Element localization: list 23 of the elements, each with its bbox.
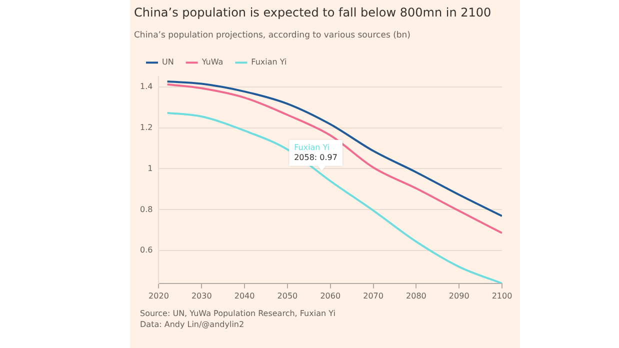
y-tick-label: 0.8 (140, 204, 153, 214)
x-tick-label: 2050 (277, 291, 298, 300)
x-tick-label: 2060 (320, 291, 341, 300)
y-tick-label: 0.6 (140, 246, 153, 255)
x-tick-label: 2040 (234, 291, 255, 300)
line-series (166, 112, 502, 284)
chart-subtitle: China’s population projections, according to various sources (bn) (134, 30, 410, 41)
source-note: Source: UN, YuWa Population Research, Fuxian Yi (140, 309, 336, 318)
y-tick-label: 1.4 (140, 82, 153, 91)
legend-label: YuWa (200, 58, 224, 67)
text: Data: Andy Lin/@andylin2 (140, 320, 244, 330)
y-tick-label: 1 (148, 164, 153, 173)
x-tick-label: 2070 (363, 291, 384, 300)
x-tick-label: 2030 (191, 291, 212, 300)
x-tick-label: 2080 (406, 291, 426, 300)
x-tick-label: 2090 (448, 291, 470, 300)
x-tick-label: 2100 (492, 291, 512, 300)
annotation: Fuxian Yi 2058: 0.97 (294, 142, 338, 162)
y-tick-label: 1.2 (140, 122, 153, 132)
x-tick-label: 2020 (148, 291, 169, 300)
chart-title: China’s population is expected to fall below 800mn in 2100 (134, 5, 492, 20)
legend-label: UN (162, 58, 174, 67)
legend-label: Fuxian Yi (251, 58, 287, 67)
